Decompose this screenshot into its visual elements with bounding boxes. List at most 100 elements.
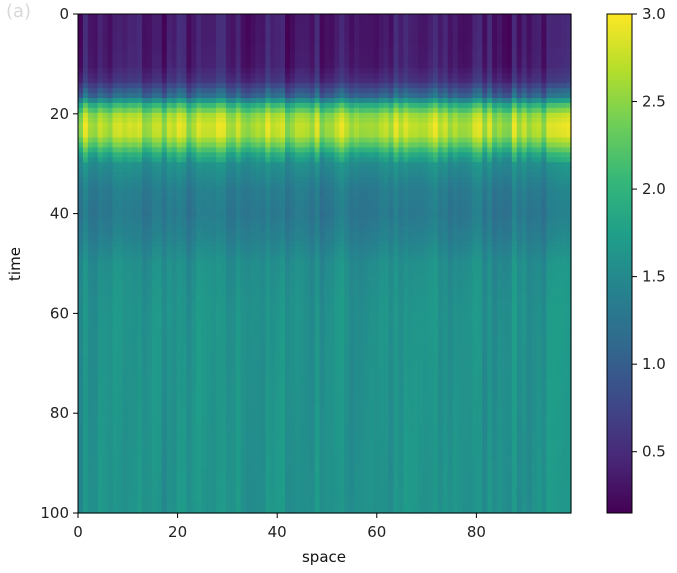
heatmap-cell [127, 206, 133, 213]
heatmap-cell [240, 132, 247, 139]
heatmap-cell [551, 201, 557, 208]
heatmap-cell [349, 68, 355, 74]
heatmap-cell [122, 211, 128, 218]
heatmap-cell [423, 147, 429, 153]
heatmap-cell [501, 246, 508, 252]
heatmap-cell [408, 73, 414, 79]
heatmap-cell [260, 83, 266, 89]
heatmap-cell [78, 33, 84, 40]
heatmap-cell [378, 246, 385, 252]
heatmap-cell [285, 186, 291, 193]
heatmap-cell [127, 112, 133, 119]
heatmap-cell [255, 33, 262, 40]
heatmap-cell [428, 28, 434, 35]
heatmap-cell [487, 172, 493, 178]
heatmap-cell [349, 127, 355, 134]
heatmap-cell [334, 43, 340, 50]
heatmap-cell [107, 211, 114, 218]
heatmap-cell [270, 73, 276, 79]
heatmap-cell [487, 241, 493, 247]
heatmap-cell [285, 63, 291, 69]
heatmap-cell [501, 142, 508, 148]
heatmap-cell [477, 88, 483, 94]
heatmap-cell [516, 236, 523, 242]
heatmap-cell [82, 78, 89, 84]
heatmap-cell [216, 186, 222, 193]
heatmap-cell [324, 73, 331, 79]
heatmap-cell [285, 58, 291, 65]
heatmap-cell [447, 241, 454, 247]
heatmap-cell [388, 14, 395, 20]
heatmap-cell [511, 107, 518, 114]
heatmap-cell [393, 241, 400, 247]
heatmap-cell [151, 206, 158, 213]
heatmap-cell [359, 251, 365, 257]
heatmap-cell [442, 73, 449, 79]
heatmap-cell [240, 191, 247, 198]
heatmap-cell [270, 201, 276, 208]
heatmap-cell [344, 241, 350, 247]
heatmap-cell [482, 162, 488, 168]
heatmap-cell [492, 97, 498, 104]
heatmap-cell [82, 162, 89, 168]
heatmap-cell [349, 78, 355, 84]
heatmap-cell [561, 68, 567, 74]
heatmap-cell [166, 48, 173, 55]
heatmap-cell [482, 83, 488, 89]
heatmap-cell [556, 97, 562, 104]
heatmap-cell [477, 157, 483, 163]
heatmap-cell [147, 78, 153, 84]
heatmap-cell [132, 132, 138, 139]
heatmap-cell [211, 221, 217, 228]
heatmap-cell [107, 48, 114, 55]
heatmap-cell [206, 206, 212, 213]
heatmap-cell [383, 137, 390, 144]
heatmap-cell [363, 211, 370, 218]
heatmap-cell [566, 211, 572, 218]
heatmap-cell [309, 117, 316, 124]
heatmap-cell [260, 43, 266, 50]
heatmap-cell [117, 127, 123, 134]
heatmap-cell [87, 122, 94, 129]
heatmap-cell [107, 63, 114, 69]
heatmap-cell [383, 102, 390, 109]
heatmap-cell [87, 48, 94, 55]
heatmap-cell [216, 127, 222, 134]
heatmap-cell [541, 14, 547, 20]
heatmap-cell [245, 186, 252, 193]
heatmap-cell [289, 167, 296, 173]
heatmap-cell [403, 167, 409, 173]
heatmap-cell [97, 246, 104, 252]
heatmap-cell [240, 38, 247, 45]
heatmap-cell [127, 226, 133, 232]
heatmap-cell [319, 53, 326, 60]
heatmap-cell [472, 152, 478, 158]
heatmap-cell [506, 78, 513, 84]
heatmap-cell [546, 256, 552, 262]
heatmap-cell [201, 132, 207, 139]
heatmap-cell [265, 53, 271, 60]
heatmap-cell [112, 236, 119, 242]
heatmap-cell [127, 53, 133, 60]
heatmap-cell [102, 107, 109, 114]
heatmap-cell [531, 147, 538, 153]
heatmap-cell [201, 23, 207, 30]
heatmap-cell [349, 18, 355, 25]
heatmap-cell [516, 23, 523, 30]
heatmap-cell [107, 33, 114, 40]
heatmap-cell [566, 93, 572, 99]
heatmap-cell [339, 28, 345, 35]
heatmap-cell [329, 186, 335, 193]
heatmap-cell [196, 107, 202, 114]
heatmap-cell [551, 216, 557, 223]
heatmap-cell [142, 102, 148, 109]
heatmap-cell [270, 157, 276, 163]
heatmap-cell [230, 117, 237, 124]
heatmap-cell [304, 88, 311, 94]
heatmap-cell [255, 226, 262, 232]
heatmap-cell [201, 216, 207, 223]
heatmap-cell [393, 127, 400, 134]
heatmap-cell [373, 127, 380, 134]
heatmap-cell [250, 117, 257, 124]
heatmap-cell [181, 162, 188, 168]
